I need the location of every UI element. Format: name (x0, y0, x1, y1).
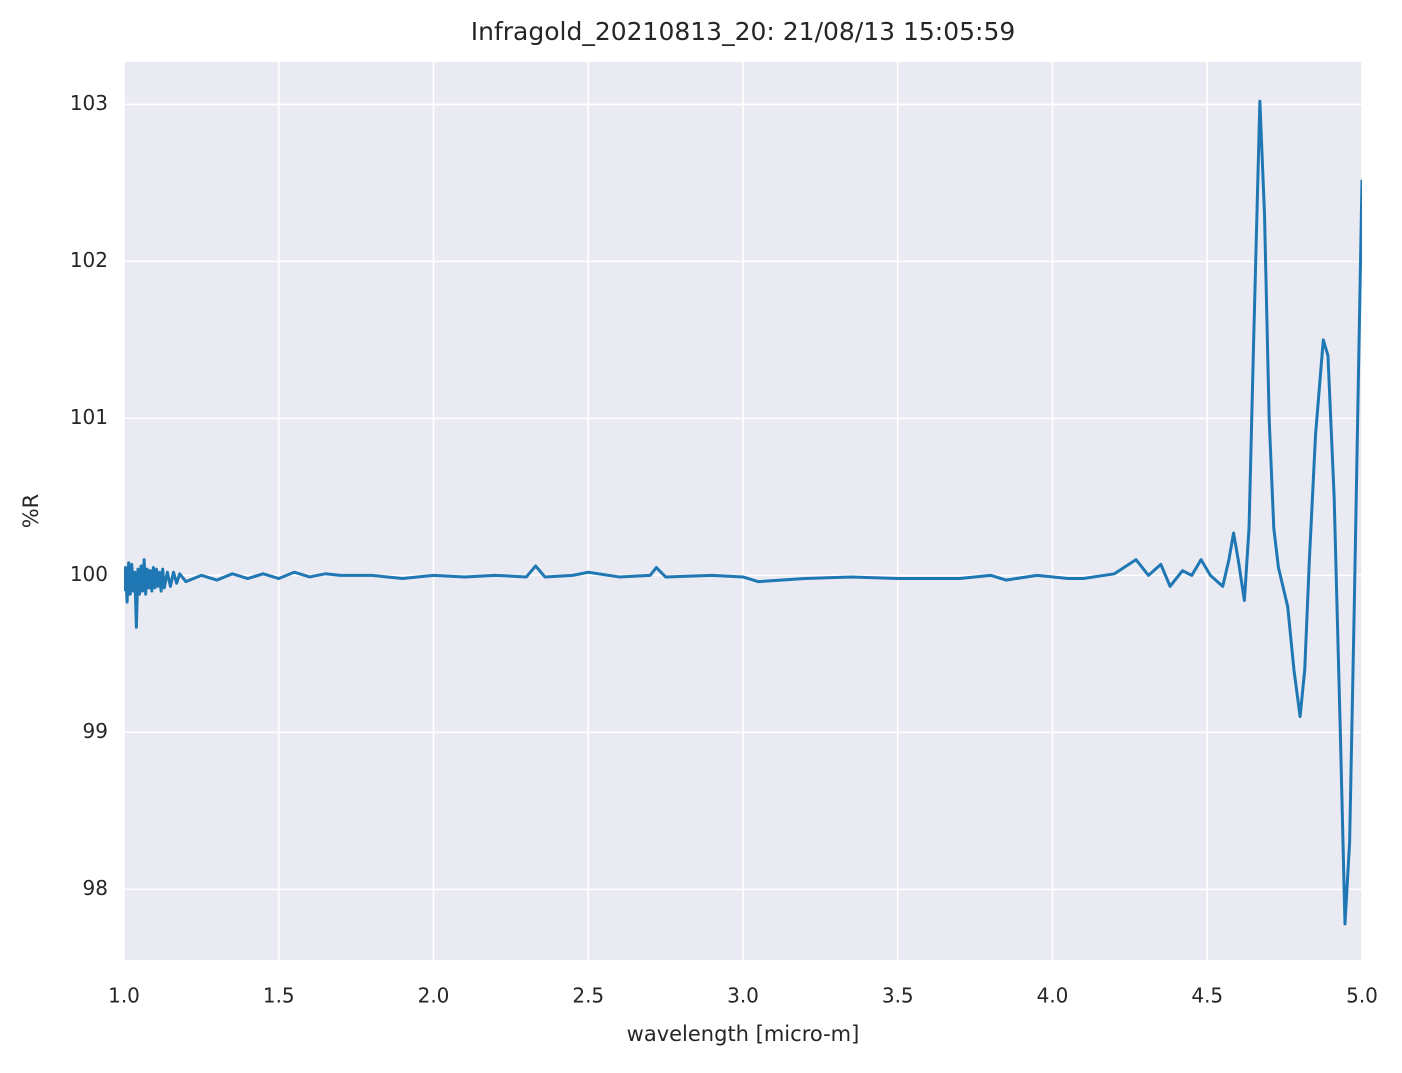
x-tick-label: 4.5 (1191, 984, 1223, 1008)
y-tick-label: 100 (70, 562, 108, 586)
y-tick-label: 98 (83, 876, 108, 900)
y-tick-label: 101 (70, 405, 108, 429)
x-tick-label: 2.5 (572, 984, 604, 1008)
x-tick-label: 2.0 (418, 984, 450, 1008)
chart-title: Infragold_20210813_20: 21/08/13 15:05:59 (471, 17, 1016, 46)
x-axis-label: wavelength [micro-m] (627, 1022, 860, 1046)
x-tick-label: 1.0 (108, 984, 140, 1008)
y-tick-label: 99 (83, 719, 108, 743)
x-tick-label: 1.5 (263, 984, 295, 1008)
x-tick-label: 5.0 (1346, 984, 1378, 1008)
y-tick-label: 102 (70, 248, 108, 272)
x-tick-label: 3.5 (882, 984, 914, 1008)
x-tick-label: 4.0 (1037, 984, 1069, 1008)
y-tick-label: 103 (70, 91, 108, 115)
data-line (124, 99, 1362, 926)
x-tick-label: 3.0 (727, 984, 759, 1008)
y-axis-label: %R (19, 494, 43, 529)
